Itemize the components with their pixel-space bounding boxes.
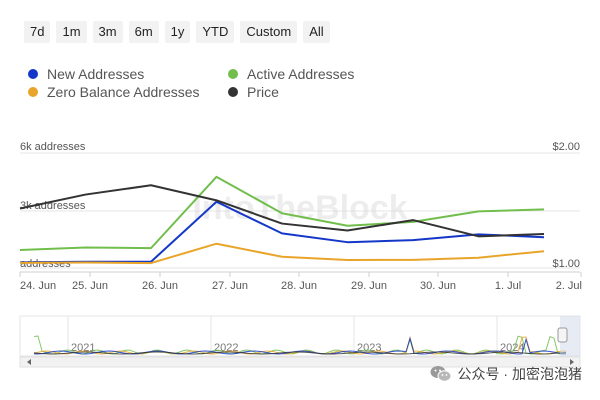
legend-dot (28, 87, 38, 97)
x-axis-label-6: 30. Jun (420, 280, 456, 292)
x-axis-label-8: 2. Jul (556, 280, 582, 292)
chart-legend: New Addresses Active Addresses Zero Balanc… (28, 66, 408, 106)
navigator-window (560, 316, 580, 356)
legend-label: Active Addresses (247, 66, 355, 82)
footer-watermark: 公众号 · 加密泡泡猪 (430, 364, 582, 384)
x-axis-label-1: 25. Jun (72, 280, 108, 292)
series-line-price (19, 184, 545, 238)
range-button-custom[interactable]: Custom (240, 21, 298, 43)
x-axis-label-4: 28. Jun (281, 280, 317, 292)
legend-label: Zero Balance Addresses (47, 84, 200, 100)
legend-label: Price (247, 84, 279, 100)
range-button-1y[interactable]: 1y (164, 21, 191, 43)
navigator-frame (19, 315, 581, 357)
x-axis-label-7: 1. Jul (495, 280, 521, 292)
range-button-ytd[interactable]: YTD (196, 21, 235, 43)
range-button-3m[interactable]: 3m (92, 21, 123, 43)
chart-watermark: IntoTheBlock (192, 189, 407, 227)
legend-label: New Addresses (47, 66, 145, 82)
legend-item-new-addresses[interactable]: New Addresses (28, 66, 144, 82)
left-axis-label-0: 6k addresses (20, 141, 86, 153)
x-axis-label-3: 27. Jun (212, 280, 248, 292)
range-button-7d[interactable]: 7d (24, 21, 51, 43)
legend-item-active-addresses[interactable]: Active Addresses (228, 66, 354, 82)
legend-item-zero-balance-addresses[interactable]: Zero Balance Addresses (28, 84, 200, 100)
navigator-line-price (33, 351, 567, 355)
scroll-right-icon[interactable] (570, 359, 574, 365)
series-line-zero-balance-addresses (19, 242, 545, 265)
navigator-scrollbar (19, 356, 581, 368)
x-axis-label-0: 24. Jun (20, 280, 56, 292)
range-selector: 7d 1m 3m 6m 1y YTD Custom All (24, 21, 330, 43)
left-axis-label-2: addresses (20, 258, 71, 270)
legend-dot (228, 87, 238, 97)
x-axis-label-2: 26. Jun (142, 280, 178, 292)
footer-text: 公众号 · 加密泡泡猪 (457, 366, 582, 382)
scroll-left-icon[interactable] (27, 359, 31, 365)
wechat-icon (430, 366, 452, 382)
navigator-handle[interactable] (557, 327, 568, 343)
navigator-year-label-0: 2021 (71, 342, 95, 354)
range-button-all[interactable]: All (303, 21, 330, 43)
legend-item-price[interactable]: Price (228, 84, 279, 100)
x-axis-label-5: 29. Jun (351, 280, 387, 292)
range-button-6m[interactable]: 6m (128, 21, 159, 43)
range-button-1m[interactable]: 1m (56, 21, 87, 43)
series-line-active-addresses (19, 175, 545, 252)
legend-dot (228, 69, 238, 79)
left-axis-label-1: 3k addresses (20, 200, 86, 212)
right-axis-label-0: $2.00 (552, 141, 580, 153)
legend-dot (28, 69, 38, 79)
right-axis-label-1: $1.00 (552, 258, 580, 270)
